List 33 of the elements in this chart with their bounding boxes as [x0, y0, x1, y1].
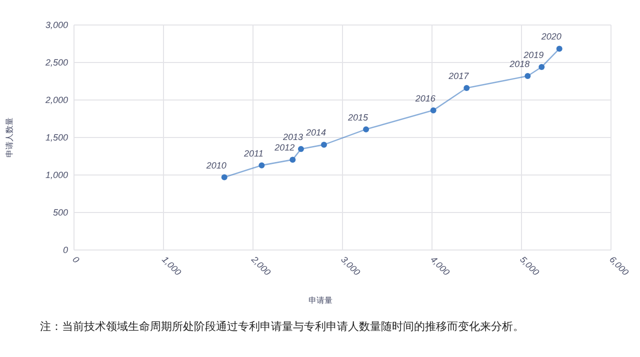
annotation: 2014	[304, 128, 326, 138]
point	[363, 126, 370, 132]
y-tick-label: 2,000	[44, 95, 68, 105]
y-tick-label: 0	[62, 245, 68, 255]
annotation: 2017	[448, 71, 470, 81]
y-tick-label: 3,000	[45, 20, 68, 30]
annotation: 2015	[347, 112, 370, 122]
y-tick-label: 2,500	[44, 58, 68, 68]
point	[258, 162, 265, 168]
annotation: 2018	[508, 59, 530, 69]
annotation: 2010	[205, 160, 226, 170]
point	[556, 46, 562, 52]
point	[320, 142, 327, 148]
annotation: 2011	[243, 148, 264, 158]
point	[538, 64, 545, 70]
point	[464, 85, 470, 91]
point	[298, 146, 304, 152]
point	[221, 174, 228, 180]
x-axis-title: 申请量	[308, 296, 332, 305]
y-tick-label: 1,500	[45, 132, 68, 142]
point	[430, 107, 436, 114]
y-tick-label: 500	[52, 208, 68, 218]
y-tick-label: 1,000	[45, 170, 68, 180]
point	[290, 156, 296, 163]
annotation: 2020	[540, 32, 562, 42]
point	[524, 73, 531, 79]
text: 注：当前技术领域生命周期所处阶段通过专利申请量与专利申请人数量随时间的推移而变化来分析。	[40, 320, 524, 333]
y-axis-title: 申请人数量	[5, 118, 14, 158]
annotation: 2019	[522, 50, 544, 60]
annotation: 2012	[274, 142, 295, 153]
annotation: 2016	[414, 93, 436, 104]
annotation: 2013	[282, 132, 303, 142]
x-tick-label: 0	[70, 254, 82, 265]
